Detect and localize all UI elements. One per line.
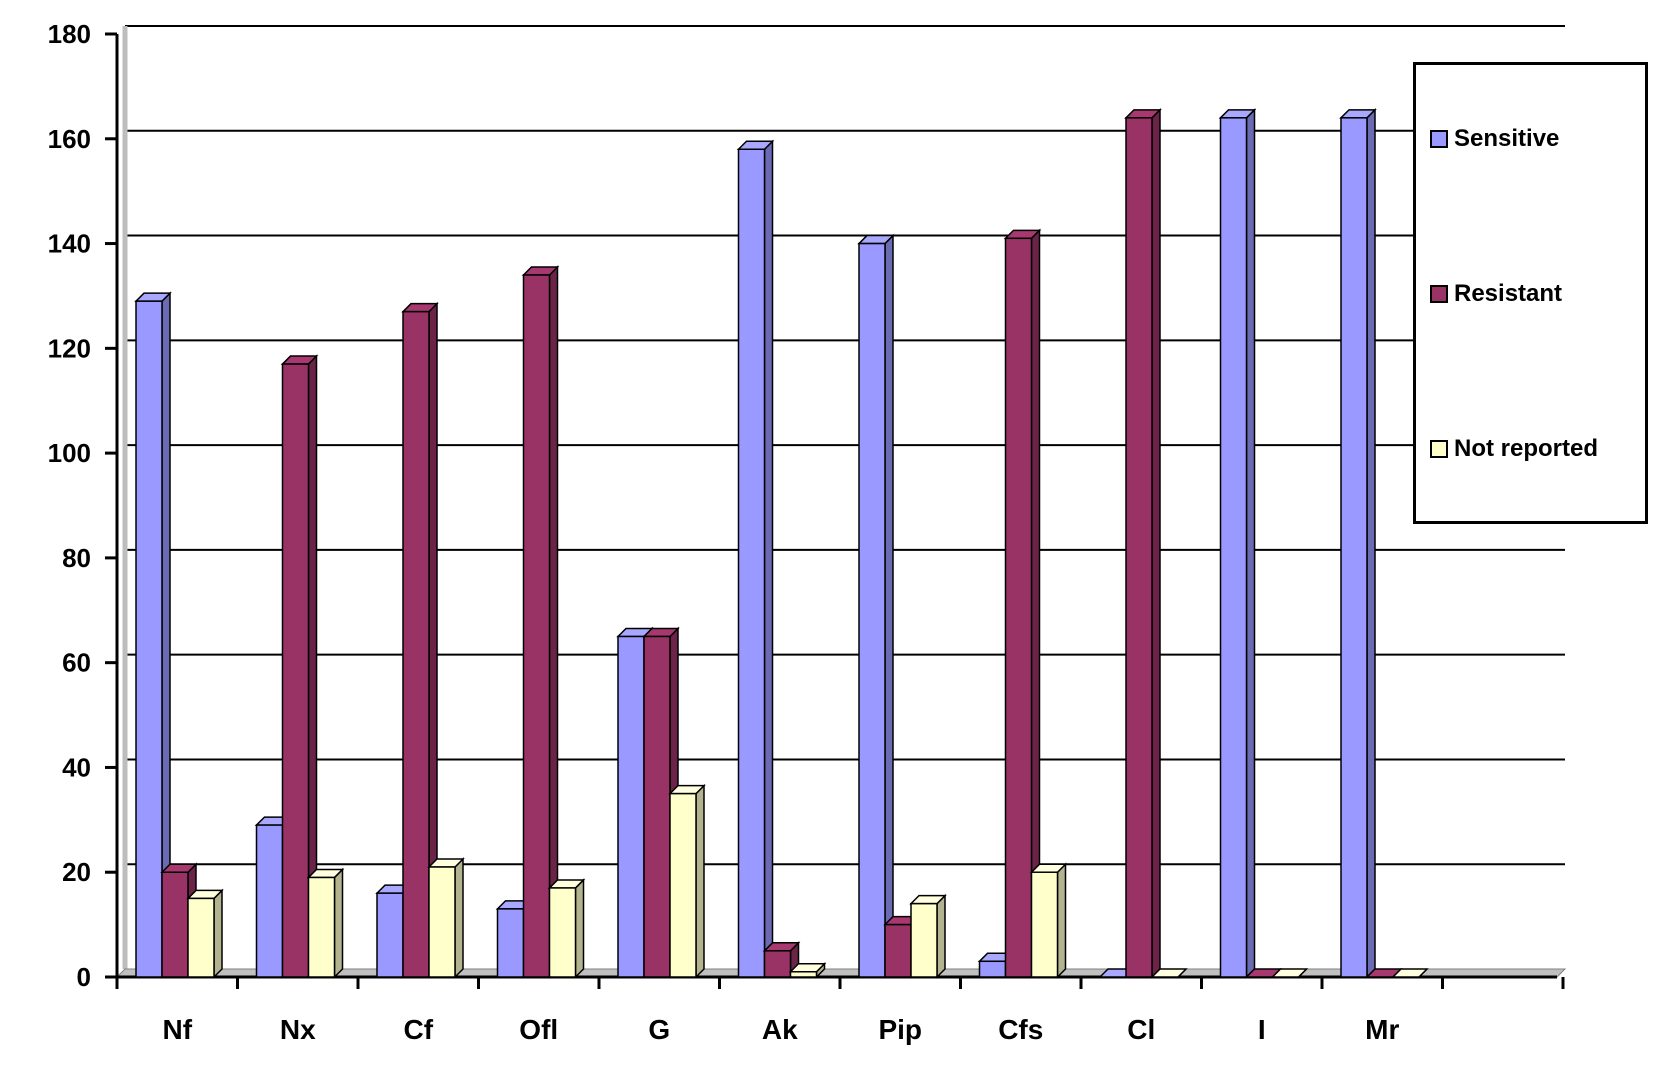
bar	[306, 867, 345, 979]
bar	[668, 783, 706, 979]
legend-label-sensitive: Sensitive	[1454, 125, 1560, 152]
x-tick-label: Cl	[1127, 1014, 1155, 1045]
y-tick-labels: 0 20 40 60 80 100 120 140 160 180	[48, 19, 91, 992]
legend-swatch-resistant	[1430, 285, 1448, 303]
bar	[427, 857, 465, 979]
legend-label-resistant: Resistant	[1454, 280, 1563, 307]
legend-item-resistant: Resistant	[1430, 280, 1562, 308]
y-tick-label: 100	[48, 438, 91, 468]
gridlines	[125, 25, 1565, 866]
bar	[1270, 968, 1309, 978]
legend-item-not-reported: Not reported	[1430, 435, 1598, 463]
y-tick-label: 60	[62, 648, 91, 678]
x-tick-label: Ak	[762, 1014, 798, 1045]
x-tick-label: Pip	[878, 1014, 922, 1045]
x-tick-label: G	[648, 1014, 670, 1045]
bar	[1391, 968, 1429, 978]
legend-item-sensitive: Sensitive	[1430, 125, 1559, 153]
bar	[1003, 228, 1042, 979]
x-tick-label: Cf	[403, 1014, 433, 1045]
bar	[401, 301, 439, 979]
bar	[788, 961, 827, 979]
legend-swatch-not-reported	[1430, 440, 1448, 458]
y-tick-label: 40	[62, 752, 91, 782]
bar	[134, 291, 172, 979]
x-tick-label: Ofl	[519, 1014, 558, 1045]
bar	[186, 888, 224, 979]
axes	[105, 26, 1567, 989]
y-tick-label: 120	[48, 333, 91, 363]
x-tick-label: I	[1258, 1014, 1266, 1045]
y-tick-label: 80	[62, 543, 91, 573]
legend-swatch-sensitive	[1430, 130, 1448, 148]
x-tick-label: Nf	[162, 1014, 192, 1045]
bar	[762, 940, 801, 979]
x-tick-label: Nx	[280, 1014, 316, 1045]
legend-label-not-reported: Not reported	[1454, 435, 1598, 462]
bar	[909, 893, 947, 979]
bar	[1218, 108, 1257, 979]
y-tick-label: 0	[77, 962, 91, 992]
y-tick-label: 160	[48, 124, 91, 154]
bar	[547, 878, 586, 979]
legend: Sensitive Resistant Not reported	[1413, 62, 1648, 524]
bar	[1339, 108, 1377, 979]
bar	[736, 139, 775, 979]
y-tick-label: 140	[48, 229, 91, 259]
x-tick-label: Cfs	[998, 1014, 1043, 1045]
bar	[1124, 108, 1162, 979]
y-tick-label: 20	[62, 857, 91, 887]
x-tick-label: Mr	[1365, 1014, 1399, 1045]
bar	[857, 233, 895, 979]
bar	[1029, 862, 1068, 979]
y-tick-label: 180	[48, 19, 91, 49]
bar	[1150, 968, 1188, 978]
bars	[134, 108, 1429, 979]
x-tick-labels: Nf Nx Cf Ofl G Ak Pip Cfs Cl I Mr	[162, 1014, 1399, 1045]
bar	[521, 265, 560, 979]
